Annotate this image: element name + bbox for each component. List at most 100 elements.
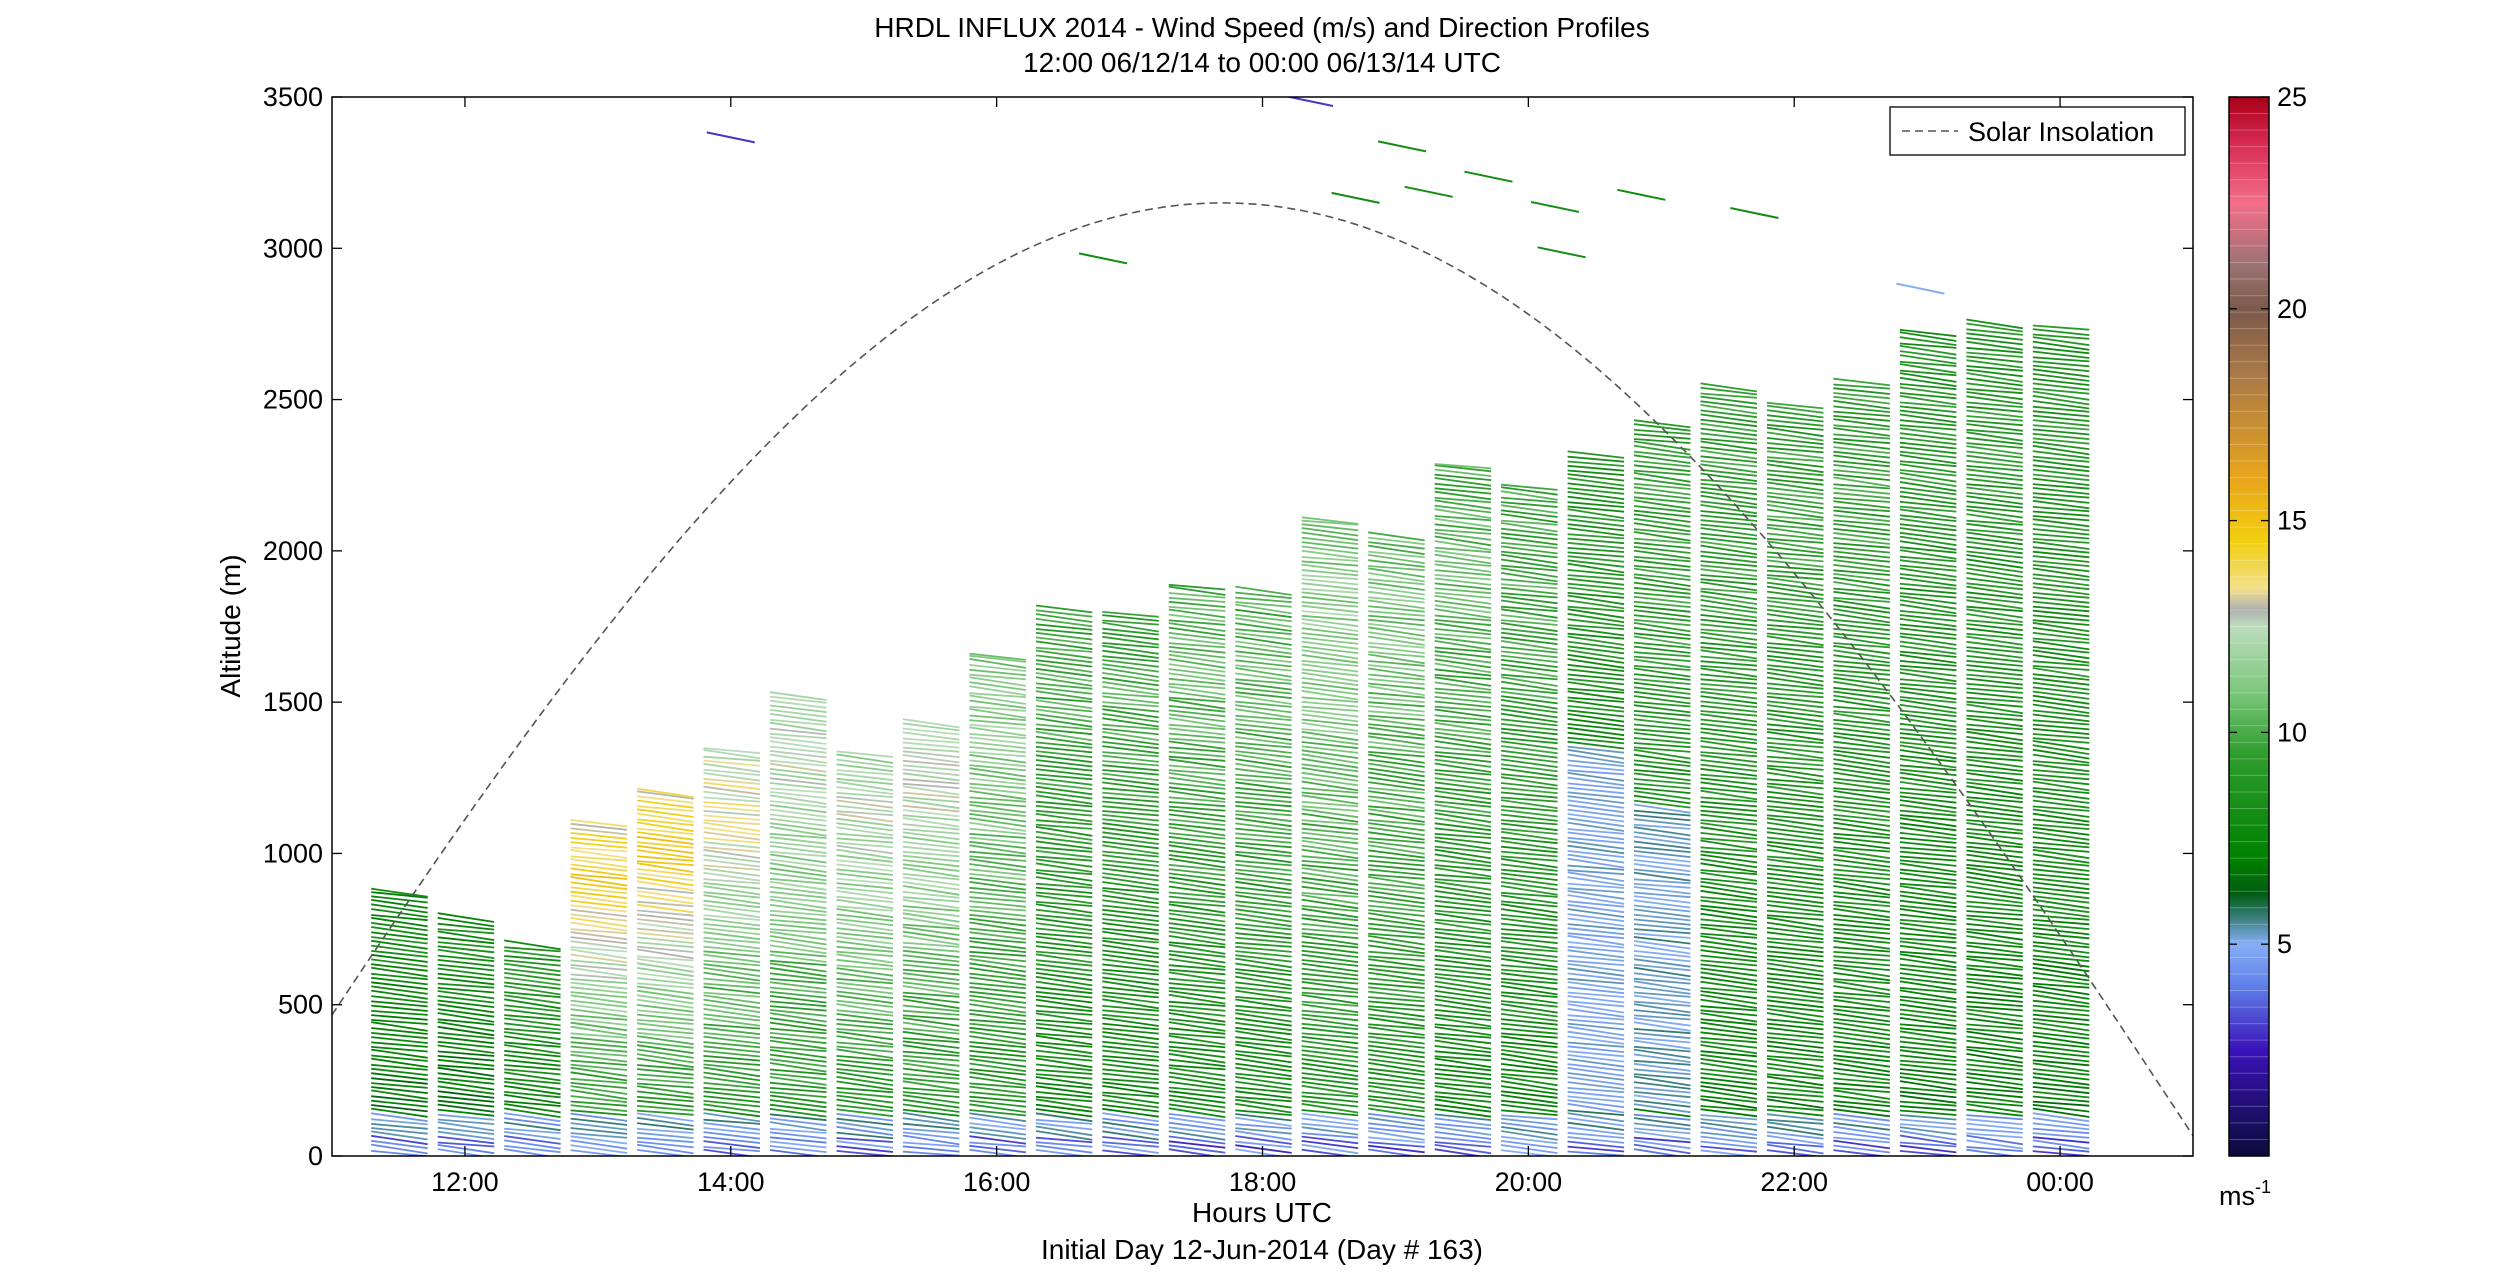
wind-barb (637, 1009, 694, 1017)
wind-barb (1235, 796, 1292, 804)
wind-barb (1434, 482, 1492, 490)
wind-barb (570, 1014, 628, 1021)
wind-barb (2032, 831, 2090, 841)
wind-barb (1102, 1117, 1159, 1126)
wind-barb (1633, 1091, 1691, 1099)
wind-barb (1633, 895, 1691, 904)
wind-barb (1501, 913, 1558, 922)
wind-barb (1235, 900, 1292, 908)
wind-barb (1235, 986, 1292, 994)
wind-barb (1368, 1040, 1425, 1049)
wind-barb (636, 862, 694, 873)
wind-barb (1766, 632, 1824, 640)
isolated-wind-barb (1078, 252, 1128, 265)
wind-barb (1301, 986, 1359, 994)
wind-barb (769, 817, 827, 827)
wind-barb (2032, 853, 2090, 864)
wind-barb (1899, 1118, 1957, 1126)
wind-barb (1301, 523, 1359, 532)
wind-barb (1766, 972, 1824, 981)
wind-barb (2032, 790, 2090, 800)
wind-barb (1966, 668, 2023, 677)
wind-barb (1700, 754, 1758, 764)
wind-profile-column (1102, 611, 1159, 1156)
wind-barb (969, 827, 1026, 835)
wind-barb (1501, 586, 1558, 595)
wind-barb (1368, 673, 1425, 681)
wind-barb (1899, 1036, 1957, 1045)
wind-barb (836, 763, 894, 773)
wind-barb (1833, 718, 1890, 726)
wind-barb (1899, 862, 1957, 873)
wind-barb (504, 1017, 561, 1027)
wind-barb (1102, 644, 1159, 655)
wind-barb (1833, 939, 1891, 950)
wind-barb (1766, 463, 1824, 474)
wind-barb (1500, 704, 1558, 714)
wind-barb (1833, 523, 1891, 532)
wind-barb (1700, 587, 1758, 594)
wind-barb (1966, 1027, 2023, 1035)
wind-barb (636, 922, 694, 932)
wind-barb (1301, 1017, 1359, 1027)
wind-barb (969, 1041, 1026, 1049)
wind-barb (1434, 1032, 1492, 1039)
wind-barb (570, 973, 628, 980)
wind-barb (769, 1136, 827, 1144)
wind-barb (1899, 587, 1957, 595)
wind-barb (1368, 958, 1425, 968)
wind-barb (2032, 637, 2090, 644)
wind-barb (1500, 1144, 1558, 1154)
wind-barb (1899, 758, 1957, 769)
wind-barb (1168, 1081, 1226, 1090)
wind-barb (1633, 778, 1691, 785)
wind-barb (969, 1099, 1026, 1108)
wind-barb (2032, 966, 2090, 978)
x-tick-label: 22:00 (1760, 1167, 1828, 1197)
wind-barb (1567, 1058, 1625, 1068)
wind-barb (570, 931, 628, 941)
wind-barb (1434, 931, 1492, 941)
wind-barb (636, 948, 694, 960)
wind-barb (2032, 673, 2090, 681)
wind-barb (1434, 608, 1492, 619)
wind-barb (1567, 945, 1625, 953)
wind-barb (371, 916, 428, 928)
wind-barb (1833, 1058, 1891, 1068)
wind-barb (703, 967, 761, 977)
wind-barb (1168, 1041, 1226, 1049)
wind-barb (636, 1044, 694, 1054)
wind-barb (1368, 805, 1425, 812)
wind-barb (1833, 569, 1890, 576)
wind-barb (1102, 991, 1159, 999)
wind-barb (1301, 822, 1359, 831)
wind-barb (1235, 845, 1292, 854)
wind-barb (1633, 686, 1691, 695)
wind-barb (1235, 975, 1292, 987)
wind-barb (2032, 382, 2090, 391)
wind-barb (1301, 560, 1359, 567)
wind-barb (902, 1009, 960, 1016)
wind-barb (1567, 871, 1625, 882)
wind-barb (570, 886, 628, 895)
wind-barb (1766, 700, 1824, 709)
wind-barb (836, 1023, 894, 1030)
wind-barb (1301, 876, 1359, 886)
wind-barb (504, 1135, 561, 1145)
wind-barb (836, 1071, 894, 1082)
wind-barb (1301, 864, 1359, 872)
wind-barb (1766, 745, 1824, 754)
wind-barb (1434, 490, 1492, 501)
wind-barb (1301, 787, 1359, 794)
wind-barb (1833, 1077, 1890, 1085)
wind-barb (1766, 1086, 1824, 1094)
wind-barb (1833, 1122, 1891, 1131)
wind-barb (1633, 899, 1691, 909)
wind-barb (1501, 1032, 1558, 1039)
wind-barb (1766, 962, 1824, 973)
wind-barb (1102, 1049, 1159, 1058)
wind-barb (902, 1021, 960, 1032)
wind-barb (1700, 486, 1758, 496)
wind-barb (1899, 413, 1957, 424)
wind-barb (1966, 646, 2023, 654)
